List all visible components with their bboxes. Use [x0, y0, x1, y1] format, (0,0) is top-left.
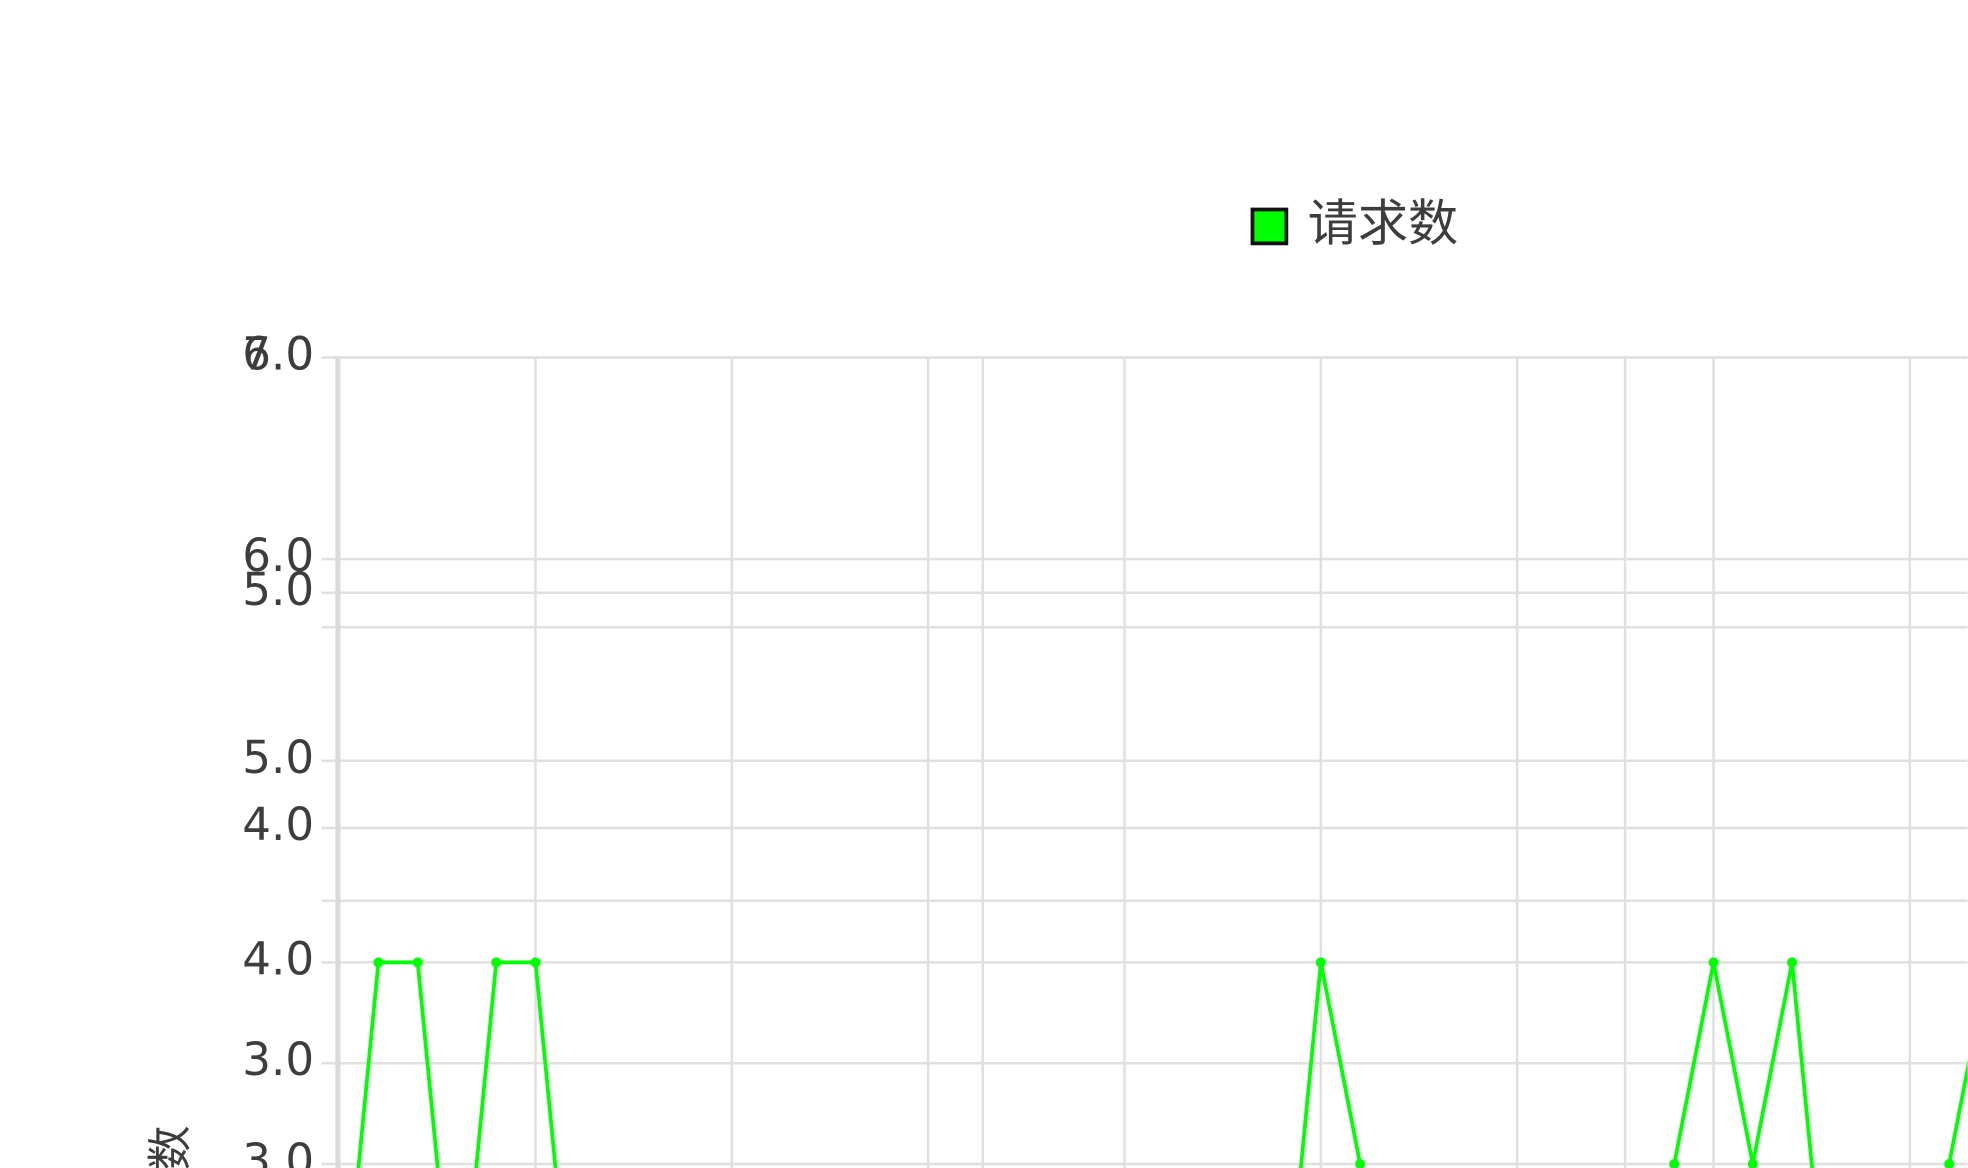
point — [1669, 1159, 1680, 1168]
y-tick-label: 6.0 — [242, 328, 314, 381]
legend-swatch — [1250, 207, 1289, 246]
y-axis-title: 请求数 — [144, 1125, 197, 1168]
y-tick-label: 5.0 — [242, 731, 314, 784]
y-tick-label: 5.0 — [242, 563, 314, 616]
point — [1708, 957, 1719, 968]
y-tick-label: 6.0 — [242, 529, 314, 582]
point — [1315, 957, 1326, 968]
point — [373, 957, 384, 968]
y-tick-label: 3.0 — [242, 1033, 314, 1086]
plot — [356, 957, 1968, 1168]
line — [356, 960, 1968, 1168]
y-tick-label: 3.0 — [242, 1134, 314, 1168]
point — [1787, 957, 1798, 968]
point — [1747, 1159, 1758, 1168]
point — [530, 957, 541, 968]
grid — [321, 356, 1968, 1168]
point — [491, 957, 502, 968]
point — [1944, 1159, 1955, 1168]
point — [1355, 1159, 1366, 1168]
point — [412, 957, 423, 968]
y-tick-label: 4.0 — [242, 932, 314, 985]
y-tick-label: 4.0 — [242, 798, 314, 851]
y-tick-label: 7.0 — [242, 328, 314, 381]
legend-label: 请求数 — [1308, 194, 1459, 253]
